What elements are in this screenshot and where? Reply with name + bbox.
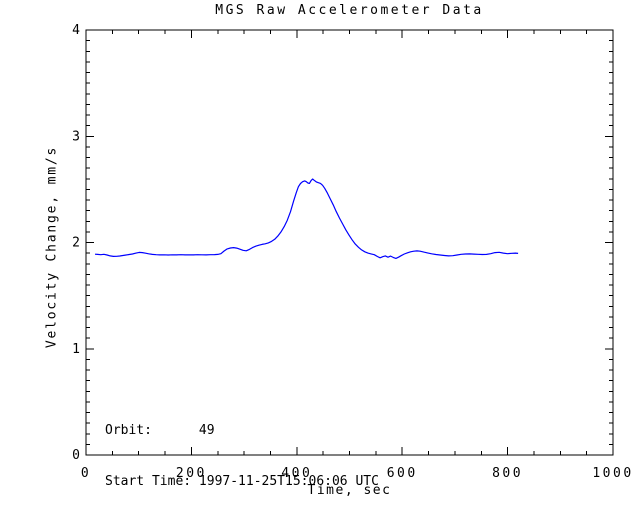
x-tick-label: 600 [387,466,418,481]
y-tick-label: 1 [72,342,80,357]
x-tick-label: 400 [281,466,312,481]
annotation-orbit: Orbit: 49 [105,423,215,438]
y-tick-label: 2 [72,236,80,251]
x-tick-label: 1000 [592,466,633,481]
x-axis-label: Time, sec [307,483,392,498]
chart-title: MGS Raw Accelerometer Data [215,3,484,18]
annotation-block: Orbit: 49 Start Time: 1997-11-25T15:06:0… [105,388,379,512]
data-line [94,178,519,259]
x-tick-label: 200 [176,466,207,481]
y-tick-label: 4 [72,23,80,38]
annotation-start-time: Start Time: 1997-11-25T15:06:06 UTC [105,474,379,489]
x-tick-label: 800 [492,466,523,481]
y-tick-label: 3 [72,129,80,144]
y-axis-label: Velocity Change, mm/s [44,145,60,349]
y-tick-label: 0 [72,448,80,463]
x-tick-label: 0 [81,466,91,481]
